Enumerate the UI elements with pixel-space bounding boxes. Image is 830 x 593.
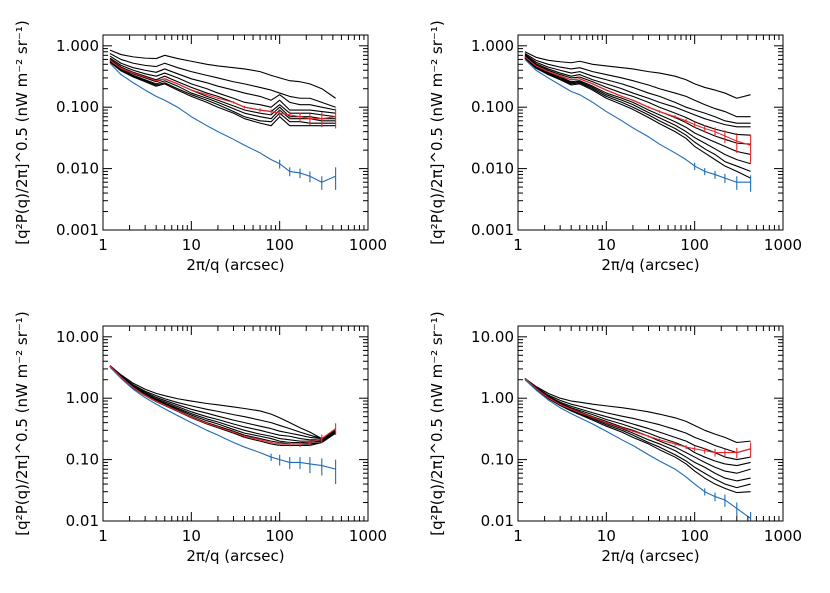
x-tick-label: 10 [597,236,616,254]
x-tick-label: 1 [513,527,523,545]
series-line-1 [109,365,336,440]
series-group [524,51,752,192]
series-line-3 [524,54,751,128]
y-tick-label: 0.10 [481,451,514,469]
panel-top-left: 1 10 100 1000 0.001 0.010 0.100 1.000 2π/q (arcs… [13,20,387,274]
x-tick-label: 100 [265,527,294,545]
series-line-2 [109,365,336,440]
series-line-8 [524,378,751,454]
x-tick-label: 100 [680,527,709,545]
y-axis-label: [q²P(q)/2π]^0.5 (nW m⁻² sr⁻¹) [13,311,31,535]
y-tick-label: 10.00 [471,328,514,346]
series-line-7 [109,61,336,124]
series-line-5 [109,365,336,444]
x-tick-label: 1 [513,236,523,254]
series-line-1 [524,377,751,454]
x-tick-label: 1 [98,527,108,545]
series-line-3 [109,365,336,441]
series-line-8 [524,57,751,172]
y-tick-label: 0.001 [471,221,514,239]
series-group [109,365,337,485]
series-line-6 [109,60,336,122]
series-line-10 [109,62,336,183]
panel-bottom-right: 1 10 100 1000 0.01 0.10 1.00 10.00 2π/q (arcsec)… [428,311,802,565]
plot-frame [517,34,784,231]
y-tick-label: 1.000 [56,37,99,55]
panel-bottom-left: 1 10 100 1000 0.01 0.10 1.00 10.00 2π/q (arcsec)… [13,311,387,565]
x-tick-label: 1000 [349,527,387,545]
y-tick-label: 0.10 [66,451,99,469]
x-tick-label: 100 [680,236,709,254]
series-line-7 [524,57,751,165]
series-line-8 [109,365,336,445]
x-tick-label: 10 [182,527,201,545]
x-axis-label: 2π/q (arcsec) [601,256,699,274]
series-line-0 [524,51,751,99]
y-tick-label: 1.00 [481,389,514,407]
y-axis-label: [q²P(q)/2π]^0.5 (nW m⁻² sr⁻¹) [428,20,446,244]
x-tick-label: 1000 [349,236,387,254]
y-tick-label: 0.01 [66,512,99,530]
series-line-7 [524,378,751,494]
series-line-8 [109,61,336,127]
series-line-9 [524,379,751,519]
x-tick-label: 10 [182,236,201,254]
plot-frame [102,34,369,231]
series-line-0 [524,377,751,444]
y-axis-label: [q²P(q)/2π]^0.5 (nW m⁻² sr⁻¹) [428,311,446,535]
x-tick-label: 100 [265,236,294,254]
plot-frame [517,325,784,522]
panel-top-right: 1 10 100 1000 0.001 0.010 0.100 1.000 2π/q (arcs… [428,20,802,274]
x-axis-label: 2π/q (arcsec) [186,547,284,565]
y-axis-label: [q²P(q)/2π]^0.5 (nW m⁻² sr⁻¹) [13,20,31,244]
series-group [524,377,752,521]
x-tick-label: 1000 [764,527,802,545]
series-line-9 [109,59,336,120]
series-line-4 [109,365,336,442]
y-tick-label: 10.00 [56,328,99,346]
series-line-1 [109,52,336,108]
y-tick-label: 0.100 [56,98,99,116]
series-line-1 [524,53,751,118]
series-line-3 [524,378,751,467]
plot-frame [102,325,369,522]
y-tick-label: 0.001 [56,221,99,239]
series-line-10 [524,56,751,146]
y-tick-label: 0.01 [481,512,514,530]
series-line-11 [524,59,751,183]
series-line-2 [524,54,751,124]
x-tick-label: 10 [597,527,616,545]
series-line-3 [109,57,336,114]
y-tick-label: 0.100 [471,98,514,116]
series-line-4 [109,58,336,118]
series-line-4 [524,55,751,136]
series-line-9 [524,58,751,179]
y-tick-label: 1.000 [471,37,514,55]
y-tick-label: 0.010 [471,160,514,178]
x-axis-label: 2π/q (arcsec) [186,256,284,274]
series-group [109,49,337,190]
series-line-0 [109,365,336,440]
x-tick-label: 1 [98,236,108,254]
y-tick-label: 1.00 [66,389,99,407]
series-line-9 [109,366,336,470]
x-tick-label: 1000 [764,236,802,254]
y-tick-label: 0.010 [56,160,99,178]
series-line-2 [109,55,336,111]
series-line-6 [524,56,751,155]
series-line-0 [109,49,336,99]
x-axis-label: 2π/q (arcsec) [601,547,699,565]
